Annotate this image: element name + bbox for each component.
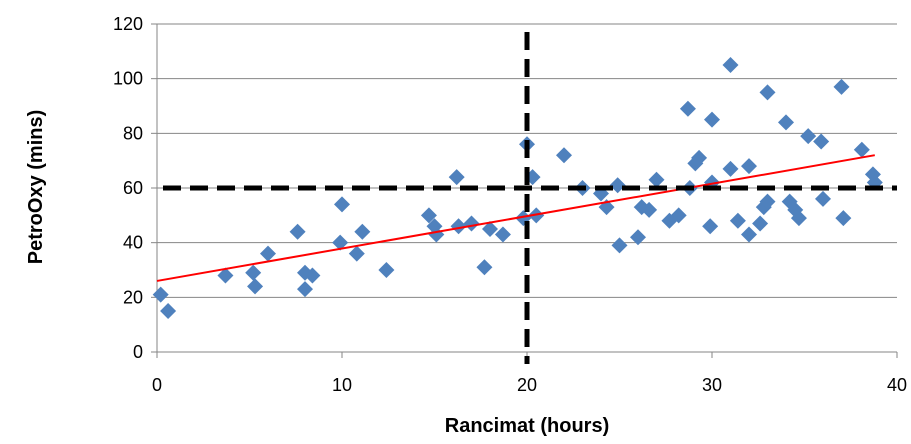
x-tick-label: 10 [332,375,352,395]
data-point [152,286,169,303]
y-tick-label: 60 [123,178,143,198]
data-point [245,264,262,281]
data-point [304,267,321,284]
data-point [494,226,511,243]
data-point [463,215,480,232]
x-tick-labels: 0 10 20 30 40 [152,375,907,395]
data-point [813,133,830,150]
data-point [778,114,794,131]
data-point [815,190,831,207]
trendline-group [156,154,875,282]
data-point [741,158,757,175]
data-point [641,201,658,218]
y-tick-label: 80 [123,123,143,143]
data-point [853,141,870,158]
data-point [450,218,467,235]
data-point [611,237,628,254]
x-tick-label: 0 [152,375,162,395]
data-point [648,171,665,188]
y-tick-label: 120 [113,14,143,34]
y-tick-labels: 0 20 40 60 80 100 120 [113,14,143,362]
data-point [759,84,776,101]
data-point [670,207,687,224]
data-point [160,303,177,319]
x-tick-label: 40 [887,375,907,395]
data-point [217,267,234,284]
data-point [556,147,572,164]
data-point [800,128,817,145]
data-point [334,196,350,213]
data-point [722,57,739,73]
data-point [722,160,739,177]
data-point [247,278,264,295]
data-point [289,223,306,240]
data-point [702,218,719,235]
data-point [348,245,365,262]
data-point [354,223,371,240]
data-point [260,245,276,262]
data-point [630,229,646,246]
axes [151,23,898,358]
y-tick-label: 0 [133,342,143,362]
data-point [704,111,720,128]
data-point [448,169,465,186]
data-point [691,149,708,166]
data-points [152,57,883,319]
data-point [609,177,626,194]
y-tick-label: 40 [123,233,143,253]
x-tick-label: 30 [702,375,722,395]
data-point [332,234,349,251]
data-point [476,259,493,276]
data-point [679,100,696,117]
data-point [741,226,757,243]
x-axis-label: Rancimat (hours) [445,415,609,437]
data-point [297,281,313,298]
data-point [420,207,437,224]
y-axis-label: PetroOxy (mins) [25,110,47,264]
data-point [759,193,776,210]
data-point [833,78,850,95]
data-point [378,262,395,278]
x-tick-label: 20 [517,375,537,395]
data-point [752,215,769,232]
data-point [835,210,852,227]
reference-lines [163,32,897,364]
trendline [156,154,875,282]
data-point [482,221,498,237]
y-tick-label: 100 [113,69,143,89]
y-tick-label: 20 [123,287,143,307]
data-point [790,210,807,227]
data-point [729,212,746,229]
